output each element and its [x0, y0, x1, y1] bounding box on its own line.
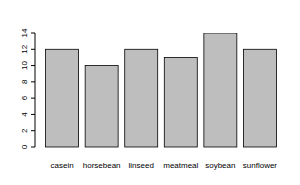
- x-tick-label: soybean: [205, 161, 235, 170]
- bar: [85, 66, 118, 147]
- y-tick: [31, 130, 35, 131]
- y-tick: [31, 114, 35, 115]
- y-tick: [31, 98, 35, 99]
- y-tick-label: 4: [20, 112, 29, 117]
- y-tick-label: 6: [20, 95, 29, 100]
- bar: [46, 49, 79, 147]
- y-tick: [31, 147, 35, 148]
- y-tick-label: 14: [20, 28, 29, 37]
- bar: [164, 57, 197, 147]
- y-tick-label: 2: [20, 128, 29, 133]
- y-tick-label: 0: [20, 144, 29, 149]
- y-tick-label: 12: [20, 44, 29, 53]
- y-axis: [35, 33, 36, 147]
- y-tick: [31, 81, 35, 82]
- x-tick-label: linseed: [129, 161, 154, 170]
- x-tick-label: casein: [51, 161, 74, 170]
- x-tick-label: meatmeal: [163, 161, 198, 170]
- y-tick-label: 8: [20, 79, 29, 84]
- x-tick-label: horsebean: [83, 161, 121, 170]
- bar: [125, 49, 158, 147]
- y-tick: [31, 33, 35, 34]
- bars: [46, 33, 277, 147]
- y-tick-label: 10: [20, 61, 29, 70]
- y-tick: [31, 65, 35, 66]
- x-tick-label: sunflower: [243, 161, 278, 170]
- y-tick: [31, 49, 35, 50]
- bar: [204, 33, 237, 147]
- chart: 0 2 4 6 8 10 12 14 casein horsebean linseed meatmea…: [0, 0, 300, 185]
- bar: [243, 49, 276, 147]
